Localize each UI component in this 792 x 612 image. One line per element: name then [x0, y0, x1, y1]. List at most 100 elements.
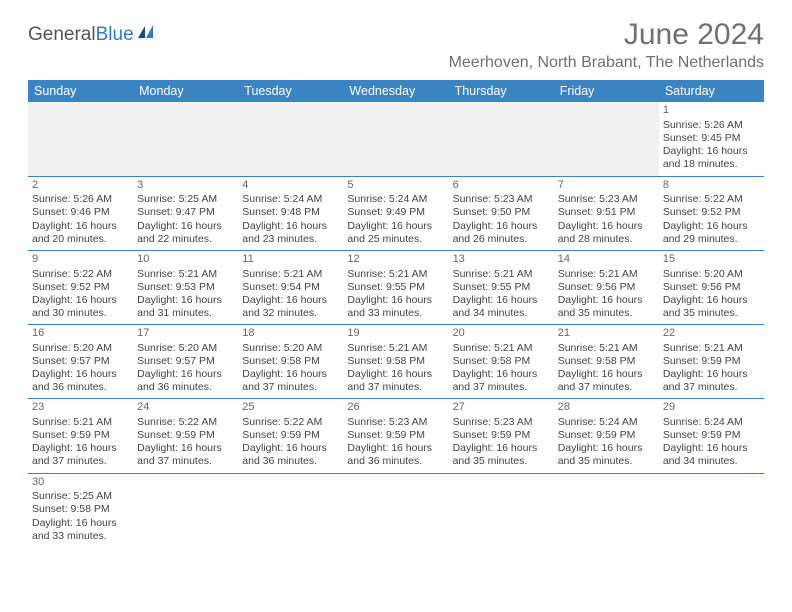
- daylight-line-1: Daylight: 16 hours: [347, 294, 444, 307]
- sunset-line: Sunset: 9:56 PM: [558, 281, 655, 294]
- day-number: 26: [347, 401, 444, 415]
- sunset-line: Sunset: 9:47 PM: [137, 206, 234, 219]
- day-number: 16: [32, 327, 129, 341]
- flag-icon: [138, 24, 160, 46]
- calendar-cell: 17Sunrise: 5:20 AMSunset: 9:57 PMDayligh…: [133, 325, 238, 399]
- daylight-line-2: and 33 minutes.: [347, 307, 444, 320]
- daylight-line-1: Daylight: 16 hours: [32, 220, 129, 233]
- day-number: 4: [242, 179, 339, 193]
- sunset-line: Sunset: 9:52 PM: [32, 281, 129, 294]
- sunrise-line: Sunrise: 5:21 AM: [32, 416, 129, 429]
- daylight-line-2: and 33 minutes.: [32, 530, 129, 543]
- calendar-cell: [659, 473, 764, 547]
- calendar-cell: 5Sunrise: 5:24 AMSunset: 9:49 PMDaylight…: [343, 176, 448, 250]
- sunset-line: Sunset: 9:50 PM: [453, 206, 550, 219]
- weekday-header: Saturday: [659, 80, 764, 102]
- day-number: 29: [663, 401, 760, 415]
- weekday-header: Monday: [133, 80, 238, 102]
- calendar-cell: 19Sunrise: 5:21 AMSunset: 9:58 PMDayligh…: [343, 325, 448, 399]
- sunset-line: Sunset: 9:48 PM: [242, 206, 339, 219]
- calendar-cell: [133, 473, 238, 547]
- sunrise-line: Sunrise: 5:20 AM: [242, 342, 339, 355]
- weekday-header: Tuesday: [238, 80, 343, 102]
- day-number: 17: [137, 327, 234, 341]
- sunrise-line: Sunrise: 5:24 AM: [558, 416, 655, 429]
- calendar-cell: 27Sunrise: 5:23 AMSunset: 9:59 PMDayligh…: [449, 399, 554, 473]
- daylight-line-2: and 20 minutes.: [32, 233, 129, 246]
- title-block: June 2024 Meerhoven, North Brabant, The …: [449, 18, 764, 72]
- daylight-line-2: and 22 minutes.: [137, 233, 234, 246]
- daylight-line-2: and 35 minutes.: [558, 307, 655, 320]
- daylight-line-1: Daylight: 16 hours: [137, 442, 234, 455]
- daylight-line-2: and 29 minutes.: [663, 233, 760, 246]
- weekday-header: Thursday: [449, 80, 554, 102]
- sunset-line: Sunset: 9:59 PM: [137, 429, 234, 442]
- day-number: 11: [242, 253, 339, 267]
- calendar-cell: 7Sunrise: 5:23 AMSunset: 9:51 PMDaylight…: [554, 176, 659, 250]
- calendar-cell: 11Sunrise: 5:21 AMSunset: 9:54 PMDayligh…: [238, 250, 343, 324]
- weekday-header: Sunday: [28, 80, 133, 102]
- daylight-line-1: Daylight: 16 hours: [663, 220, 760, 233]
- calendar-cell: 25Sunrise: 5:22 AMSunset: 9:59 PMDayligh…: [238, 399, 343, 473]
- calendar-cell: 2Sunrise: 5:26 AMSunset: 9:46 PMDaylight…: [28, 176, 133, 250]
- sunrise-line: Sunrise: 5:21 AM: [242, 268, 339, 281]
- calendar-cell: [28, 102, 133, 176]
- day-number: 5: [347, 179, 444, 193]
- calendar-cell: 15Sunrise: 5:20 AMSunset: 9:56 PMDayligh…: [659, 250, 764, 324]
- sunrise-line: Sunrise: 5:23 AM: [453, 416, 550, 429]
- sunset-line: Sunset: 9:59 PM: [663, 429, 760, 442]
- calendar-cell: 23Sunrise: 5:21 AMSunset: 9:59 PMDayligh…: [28, 399, 133, 473]
- weekday-header-row: SundayMondayTuesdayWednesdayThursdayFrid…: [28, 80, 764, 102]
- daylight-line-2: and 26 minutes.: [453, 233, 550, 246]
- sunrise-line: Sunrise: 5:21 AM: [347, 268, 444, 281]
- calendar-cell: 20Sunrise: 5:21 AMSunset: 9:58 PMDayligh…: [449, 325, 554, 399]
- sunset-line: Sunset: 9:45 PM: [663, 132, 760, 145]
- daylight-line-1: Daylight: 16 hours: [137, 294, 234, 307]
- daylight-line-1: Daylight: 16 hours: [242, 294, 339, 307]
- daylight-line-2: and 37 minutes.: [453, 381, 550, 394]
- daylight-line-1: Daylight: 16 hours: [663, 442, 760, 455]
- calendar-cell: [133, 102, 238, 176]
- sunset-line: Sunset: 9:51 PM: [558, 206, 655, 219]
- day-number: 6: [453, 179, 550, 193]
- sunset-line: Sunset: 9:52 PM: [663, 206, 760, 219]
- calendar-cell: 14Sunrise: 5:21 AMSunset: 9:56 PMDayligh…: [554, 250, 659, 324]
- daylight-line-1: Daylight: 16 hours: [663, 368, 760, 381]
- daylight-line-2: and 37 minutes.: [347, 381, 444, 394]
- day-number: 3: [137, 179, 234, 193]
- daylight-line-2: and 36 minutes.: [137, 381, 234, 394]
- sunrise-line: Sunrise: 5:20 AM: [32, 342, 129, 355]
- daylight-line-2: and 31 minutes.: [137, 307, 234, 320]
- calendar-cell: [238, 102, 343, 176]
- calendar-row: 30Sunrise: 5:25 AMSunset: 9:58 PMDayligh…: [28, 473, 764, 547]
- sunrise-line: Sunrise: 5:24 AM: [663, 416, 760, 429]
- daylight-line-2: and 25 minutes.: [347, 233, 444, 246]
- day-number: 8: [663, 179, 760, 193]
- day-number: 10: [137, 253, 234, 267]
- sunset-line: Sunset: 9:53 PM: [137, 281, 234, 294]
- calendar-cell: [449, 473, 554, 547]
- day-number: 2: [32, 179, 129, 193]
- calendar-table: SundayMondayTuesdayWednesdayThursdayFrid…: [28, 80, 764, 547]
- sunrise-line: Sunrise: 5:25 AM: [32, 490, 129, 503]
- day-number: 15: [663, 253, 760, 267]
- daylight-line-2: and 30 minutes.: [32, 307, 129, 320]
- calendar-cell: 9Sunrise: 5:22 AMSunset: 9:52 PMDaylight…: [28, 250, 133, 324]
- sunrise-line: Sunrise: 5:22 AM: [242, 416, 339, 429]
- daylight-line-1: Daylight: 16 hours: [453, 368, 550, 381]
- daylight-line-2: and 23 minutes.: [242, 233, 339, 246]
- daylight-line-1: Daylight: 16 hours: [453, 442, 550, 455]
- day-number: 21: [558, 327, 655, 341]
- calendar-cell: 29Sunrise: 5:24 AMSunset: 9:59 PMDayligh…: [659, 399, 764, 473]
- sunrise-line: Sunrise: 5:22 AM: [137, 416, 234, 429]
- calendar-cell: [238, 473, 343, 547]
- daylight-line-1: Daylight: 16 hours: [453, 294, 550, 307]
- calendar-cell: 1Sunrise: 5:26 AMSunset: 9:45 PMDaylight…: [659, 102, 764, 176]
- daylight-line-2: and 34 minutes.: [453, 307, 550, 320]
- day-number: 22: [663, 327, 760, 341]
- daylight-line-1: Daylight: 16 hours: [32, 294, 129, 307]
- sunrise-line: Sunrise: 5:24 AM: [347, 193, 444, 206]
- header: GeneralBlue June 2024 Meerhoven, North B…: [28, 18, 764, 72]
- day-number: 18: [242, 327, 339, 341]
- sunset-line: Sunset: 9:57 PM: [32, 355, 129, 368]
